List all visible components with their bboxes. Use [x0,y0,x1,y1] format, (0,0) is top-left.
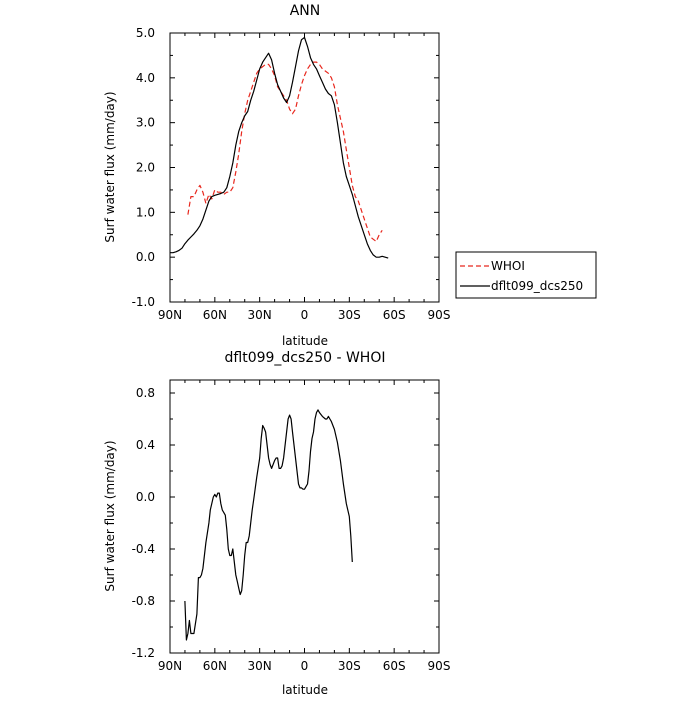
top-chart-ytick-label: 1.0 [136,205,155,219]
bottom-chart-ytick-label: 0.0 [136,490,155,504]
top-chart-ticks: 90N 60N 30N 0 30S 60S 90S -1.0 0.0 1.0 2.0 3.0 4.0 5.… [132,26,451,322]
bottom-chart-ticks: 90N 60N 30N 0 30S 60S 90S -1.2 -0.8 -0.4 0.0 0.4 0.8 [132,380,451,673]
top-chart-lines [170,36,389,259]
top-chart-ytick-label: 3.0 [136,116,155,130]
top-chart-ytick-label: 5.0 [136,26,155,40]
top-chart-title: ANN [290,3,321,19]
bottom-chart-xtick-label: 90N [158,659,182,673]
legend-whoi-label: WHOI [491,259,525,273]
top-chart-xtick-label: 90N [158,308,182,322]
bottom-chart-ytick-label: 0.4 [136,438,155,452]
bottom-chart-xtick-label: 0 [301,659,309,673]
top-chart-xtick-label: 90S [428,308,451,322]
top-chart-xtick-label: 30N [248,308,272,322]
bottom-chart-xtick-label: 30N [248,659,272,673]
bottom-chart-series-line-0 [184,409,353,641]
top-chart-xtick-label: 0 [301,308,309,322]
top-chart-ytick-label: 4.0 [136,71,155,85]
bottom-chart-xtick-label: 90S [428,659,451,673]
top-chart-xtick-label: 30S [338,308,361,322]
top-chart-ytick-label: -1.0 [132,295,155,309]
bottom-chart-ytick-label: -1.2 [132,646,155,660]
bottom-chart-xlabel: latitude [282,683,328,697]
legend-box [455,251,597,299]
top-chart-xtick-label: 60S [383,308,406,322]
top-chart-ytick-label: 2.0 [136,161,155,175]
top-chart-series-line-whoi [187,61,383,243]
bottom-chart-lines [184,409,353,641]
bottom-chart-ytick-label: -0.8 [132,594,155,608]
top-chart-ytick-label: 0.0 [136,250,155,264]
top-chart-ylabel: Surf water flux (mm/day) [103,91,117,242]
bottom-chart-ytick-label: 0.8 [136,386,155,400]
bottom-chart-xtick-label: 30S [338,659,361,673]
legend-dflt-label: dflt099_dcs250 [491,279,583,293]
top-chart-xlabel: latitude [282,334,328,348]
top-chart-xtick-label: 60N [203,308,227,322]
top-chart-panel: ANN 90N 60N 30N 0 30S 60S 90S -1.0 0.0 1.0 2.0 3.0 4… [103,3,597,348]
bottom-chart-ytick-label: -0.4 [132,542,155,556]
bottom-chart-ylabel: Surf water flux (mm/day) [103,440,117,591]
legend: WHOI dflt099_dcs250 [455,251,597,299]
bottom-chart-xtick-label: 60S [383,659,406,673]
bottom-chart-panel: dflt099_dcs250 - WHOI 90N 60N 30N 0 30S 60S 90… [103,350,450,697]
bottom-chart-title: dflt099_dcs250 - WHOI [225,350,386,366]
bottom-chart-xtick-label: 60N [203,659,227,673]
top-chart-series-line-dflt099-dcs250 [170,36,389,259]
